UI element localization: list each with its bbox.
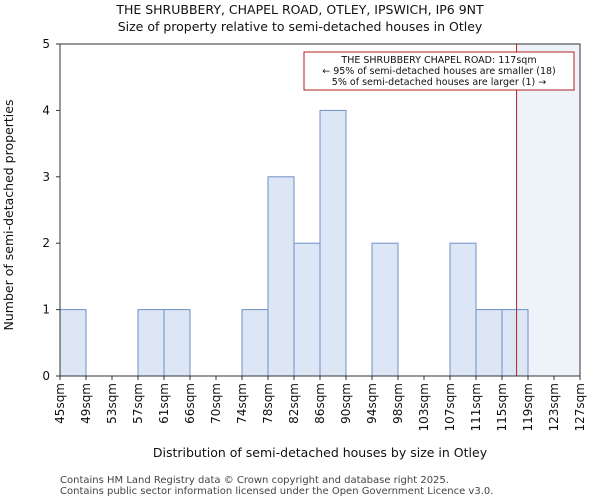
- x-tick-label: 82sqm: [287, 383, 301, 424]
- y-tick-label: 4: [42, 103, 50, 117]
- y-tick-label: 1: [42, 303, 50, 317]
- x-tick-label: 127sqm: [573, 383, 587, 431]
- y-tick-labels: 0 1 2 3 4 5: [42, 37, 60, 383]
- histogram-bar: [137, 309, 165, 377]
- x-tick-label: 123sqm: [547, 383, 561, 431]
- x-tick-label: 103sqm: [417, 383, 431, 431]
- x-tick-label: 115sqm: [495, 383, 509, 431]
- x-axis-label: Distribution of semi-detached houses by …: [153, 445, 488, 460]
- x-tick-label: 45sqm: [53, 383, 67, 424]
- x-tick-label: 78sqm: [261, 383, 275, 424]
- footer-line-1: Contains HM Land Registry data © Crown c…: [60, 475, 449, 486]
- x-tick-label: 111sqm: [469, 383, 483, 431]
- x-tick-label: 57sqm: [131, 383, 145, 424]
- histogram-bar: [241, 309, 269, 377]
- x-tick-label: 107sqm: [443, 383, 457, 431]
- y-axis-label: Number of semi-detached properties: [1, 100, 16, 331]
- annotation-line-1: THE SHRUBBERY CHAPEL ROAD: 117sqm: [340, 55, 536, 66]
- x-tick-label: 94sqm: [365, 383, 379, 424]
- x-tick-label: 70sqm: [209, 383, 223, 424]
- x-tick-label: 90sqm: [339, 383, 353, 424]
- histogram-bar: [163, 309, 191, 377]
- y-tick-label: 2: [42, 236, 50, 250]
- chart-title: THE SHRUBBERY, CHAPEL ROAD, OTLEY, IPSWI…: [115, 2, 484, 17]
- x-tick-labels: 45sqm 49sqm 53sqm 57sqm 61sqm 66sqm 70sqm 74sqm…: [53, 376, 587, 431]
- y-tick-label: 3: [42, 170, 50, 184]
- histogram-bar: [371, 242, 399, 377]
- annotation-border: [303, 51, 575, 91]
- x-tick-label: 53sqm: [105, 383, 119, 424]
- bars-group: [59, 109, 529, 377]
- y-tick-label: 0: [42, 369, 50, 383]
- chart-subtitle: Size of property relative to semi-detach…: [118, 19, 483, 34]
- annotation-line-3: 5% of semi-detached houses are larger (1…: [332, 77, 546, 88]
- histogram-bar: [59, 309, 87, 377]
- histogram-bar: [475, 309, 503, 377]
- x-tick-label: 98sqm: [391, 383, 405, 424]
- annotation-box: THE SHRUBBERY CHAPEL ROAD: 117sqm ← 95% …: [303, 51, 575, 91]
- footer-line-2: Contains public sector information licen…: [60, 486, 493, 497]
- x-tick-label: 61sqm: [157, 383, 171, 424]
- x-tick-label: 74sqm: [235, 383, 249, 424]
- histogram-bar: [267, 176, 295, 377]
- annotation-line-2: ← 95% of semi-detached houses are smalle…: [322, 66, 556, 77]
- histogram-bar: [319, 109, 347, 377]
- histogram-bar: [449, 242, 477, 377]
- x-tick-label: 86sqm: [313, 383, 327, 424]
- histogram-bar: [501, 309, 529, 377]
- y-tick-label: 5: [42, 37, 50, 51]
- x-tick-label: 49sqm: [79, 383, 93, 424]
- x-tick-label: 66sqm: [183, 383, 197, 424]
- histogram-bar: [293, 242, 321, 377]
- x-tick-label: 119sqm: [521, 383, 535, 431]
